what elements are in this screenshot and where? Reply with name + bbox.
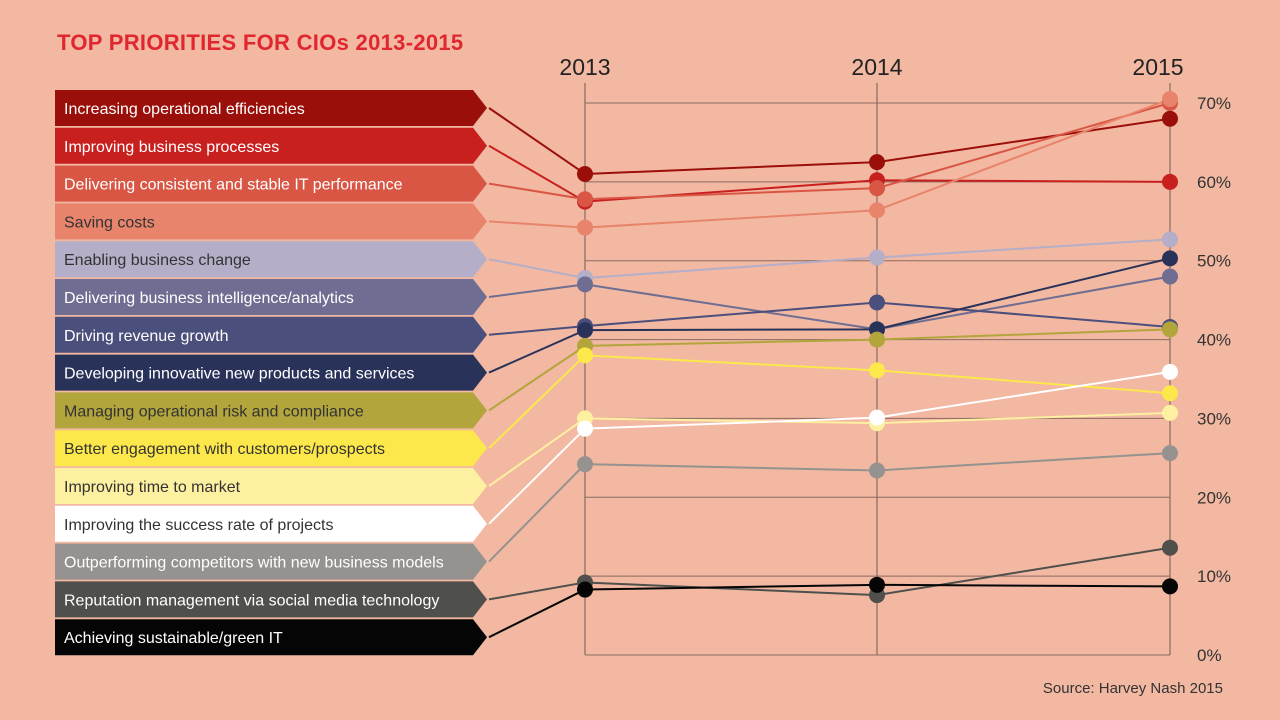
series-connector: [488, 581, 586, 601]
series-label: Improving the success rate of projects: [64, 517, 333, 534]
y-tick-label: 0%: [1197, 646, 1222, 665]
series-label: Enabling business change: [64, 252, 251, 269]
data-point: [1162, 404, 1178, 421]
data-point: [1162, 321, 1178, 338]
series-label: Delivering consistent and stable IT perf…: [64, 177, 403, 194]
data-point: [1162, 363, 1178, 380]
series-connector: [488, 588, 586, 639]
data-point: [869, 576, 885, 593]
series-label-bg: [55, 90, 487, 126]
y-tick-label: 10%: [1197, 567, 1231, 586]
series-connector: [488, 329, 586, 374]
series-connector: [488, 345, 586, 412]
series-label: Reputation management via social media t…: [64, 592, 439, 609]
data-point: [1162, 385, 1178, 402]
data-point: [577, 165, 593, 182]
y-tick-label: 40%: [1197, 331, 1231, 350]
data-point: [869, 180, 885, 197]
series-connector: [488, 283, 586, 298]
y-tick-label: 20%: [1197, 488, 1231, 507]
series-label-bg: [55, 543, 487, 580]
series-connector: [488, 220, 586, 229]
data-point: [869, 154, 885, 171]
series-label: Managing operational risk and compliance: [64, 403, 364, 420]
data-point: [869, 331, 885, 348]
series-label-bg: [55, 279, 487, 315]
y-tick-label: 30%: [1197, 409, 1231, 428]
series-label: Delivering business intelligence/analyti…: [64, 290, 354, 307]
data-point: [869, 462, 885, 479]
y-tick-label: 60%: [1197, 173, 1231, 192]
series-label-bg: [55, 203, 487, 240]
series-connector: [488, 182, 586, 201]
data-point: [1162, 445, 1178, 462]
x-tick-label: 2014: [851, 54, 902, 80]
series-label-bg: [55, 619, 487, 656]
data-point: [577, 276, 593, 293]
series-label: Achieving sustainable/green IT: [64, 630, 283, 647]
data-point: [577, 456, 593, 473]
series-connector: [488, 258, 586, 280]
data-point: [1162, 91, 1178, 108]
series-connector: [488, 354, 586, 449]
series-label-bg: [55, 354, 487, 391]
series-label: Saving costs: [64, 214, 155, 231]
series-label: Increasing operational efficiencies: [64, 101, 305, 118]
series-label: Improving time to market: [64, 479, 241, 496]
data-point: [1162, 578, 1178, 595]
data-point: [1162, 268, 1178, 285]
data-point: [577, 581, 593, 598]
x-tick-label: 2013: [559, 54, 610, 80]
data-point: [1162, 539, 1178, 556]
series-label-bg: [55, 468, 487, 504]
data-point: [1162, 110, 1178, 127]
data-point: [869, 249, 885, 266]
data-point: [577, 191, 593, 208]
data-point: [869, 294, 885, 311]
series-label-bg: [55, 505, 487, 542]
data-point: [577, 347, 593, 364]
series-connector: [488, 107, 586, 175]
series-label-bg: [55, 127, 487, 164]
y-tick-label: 50%: [1197, 252, 1231, 271]
series-label-bg: [55, 581, 487, 618]
series-connector: [488, 427, 586, 525]
data-point: [869, 409, 885, 426]
data-point: [577, 420, 593, 437]
data-point: [869, 202, 885, 219]
series-connector: [488, 144, 586, 203]
series-label-bg: [55, 316, 487, 353]
series-label: Improving business processes: [64, 139, 279, 156]
series-connector: [488, 325, 586, 336]
y-tick-label: 70%: [1197, 94, 1231, 113]
series-label: Developing innovative new products and s…: [64, 366, 414, 383]
chart-title: TOP PRIORITIES FOR CIOs 2013-2015: [57, 30, 464, 55]
series-connector: [488, 417, 586, 487]
data-point: [577, 322, 593, 339]
series-label-bg: [55, 430, 487, 467]
data-point: [1162, 173, 1178, 190]
data-point: [1162, 231, 1178, 248]
series-label: Driving revenue growth: [64, 328, 229, 345]
series-label-bg: [55, 165, 487, 202]
data-point: [869, 362, 885, 379]
series-label-bg: [55, 241, 487, 278]
series-label: Outperforming competitors with new busin…: [64, 555, 444, 572]
data-point: [1162, 250, 1178, 267]
series-label: Better engagement with customers/prospec…: [64, 441, 385, 458]
chart-source: Source: Harvey Nash 2015: [1042, 680, 1223, 697]
series-label-bg: [55, 392, 487, 429]
series-connector: [488, 463, 586, 563]
x-tick-label: 2015: [1132, 54, 1183, 80]
data-point: [577, 219, 593, 236]
